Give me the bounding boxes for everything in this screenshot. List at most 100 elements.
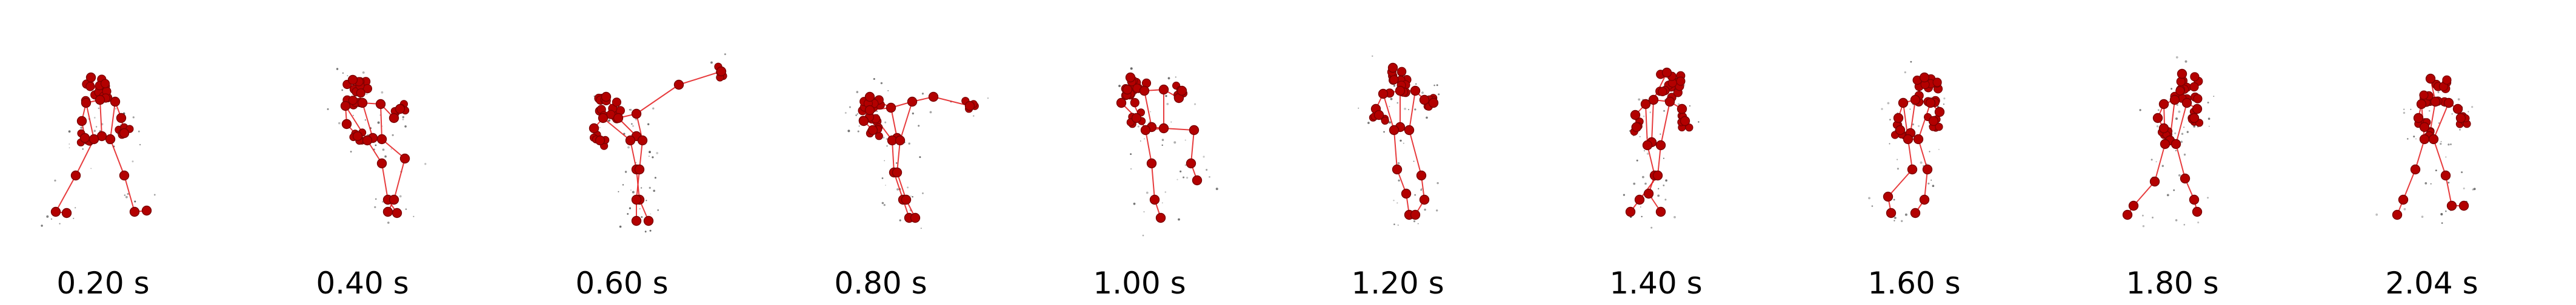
body-joint: [634, 164, 645, 175]
ghost-keypoint: [1641, 215, 1643, 218]
ghost-keypoint: [880, 82, 883, 85]
ghost-keypoint: [1400, 139, 1402, 142]
body-joint: [1410, 85, 1421, 96]
body-joint: [1642, 140, 1653, 151]
ghost-keypoint: [50, 218, 53, 220]
ghost-keypoint: [1150, 111, 1152, 113]
ghost-keypoint: [2178, 174, 2181, 177]
ghost-keypoint: [631, 123, 633, 125]
body-joint: [79, 133, 90, 143]
pose-frame-5: [1116, 67, 1218, 237]
body-joint: [395, 103, 405, 114]
skeleton-bone: [1653, 72, 1667, 100]
ghost-keypoint: [632, 191, 635, 194]
ghost-keypoint: [1639, 136, 1641, 137]
ghost-keypoint: [1176, 179, 1178, 180]
frame-time-label: 2.04 s: [2385, 266, 2478, 301]
ghost-keypoint: [1897, 168, 1899, 170]
body-joint: [637, 135, 648, 146]
ghost-keypoint: [987, 97, 989, 99]
ghost-keypoint: [1665, 179, 1667, 182]
pose-frame-8: [1868, 61, 1946, 222]
ghost-keypoint: [2186, 131, 2189, 133]
ghost-keypoint: [1367, 122, 1370, 124]
body-joint: [1140, 125, 1151, 136]
skeleton-bone: [896, 140, 901, 173]
skeleton-bone: [1918, 139, 1928, 170]
ghost-keypoint: [883, 204, 886, 206]
ghost-keypoint: [1893, 198, 1895, 201]
skeleton-bone: [678, 71, 722, 85]
ghost-keypoint: [2438, 122, 2440, 124]
body-joint: [1176, 85, 1187, 96]
ghost-keypoint: [1203, 156, 1205, 158]
ghost-keypoint: [342, 72, 344, 74]
body-joint: [1631, 122, 1642, 133]
body-joint: [2180, 173, 2191, 184]
ghost-keypoint: [2435, 169, 2437, 171]
ghost-keypoint: [1663, 185, 1665, 186]
ghost-keypoint: [632, 125, 634, 127]
ghost-keypoint: [1414, 108, 1416, 111]
body-joint: [1886, 208, 1897, 218]
body-joint: [61, 208, 72, 218]
body-joint: [116, 113, 127, 123]
ghost-keypoint: [1663, 110, 1666, 112]
ghost-keypoint: [1403, 142, 1404, 144]
ghost-keypoint: [1897, 159, 1898, 160]
ghost-keypoint: [2142, 225, 2145, 228]
ghost-keypoint: [2181, 133, 2184, 135]
body-joint: [105, 134, 116, 145]
ghost-keypoint: [1166, 103, 1169, 105]
frame-time-label: 0.20 s: [56, 266, 150, 301]
ghost-keypoint: [1436, 182, 1439, 185]
ghost-keypoint: [1889, 143, 1890, 145]
ghost-keypoint: [2403, 108, 2405, 110]
body-joint: [1416, 170, 1427, 181]
body-joint: [392, 208, 402, 218]
ghost-keypoint: [1383, 131, 1385, 133]
body-joint: [910, 212, 921, 223]
ghost-keypoint: [630, 108, 632, 111]
ghost-keypoint: [1649, 111, 1652, 113]
ghost-keypoint: [2184, 60, 2187, 63]
body-joint: [964, 100, 975, 111]
body-joint: [357, 97, 368, 108]
skeleton-bone: [381, 139, 405, 159]
ghost-keypoint: [1438, 93, 1440, 96]
ghost-keypoint: [1396, 102, 1399, 104]
body-joint: [110, 96, 121, 107]
body-joint: [2446, 200, 2457, 211]
body-joint: [1922, 164, 1933, 175]
ghost-keypoint: [884, 121, 887, 123]
ghost-keypoint: [1118, 85, 1121, 87]
ghost-keypoint: [1909, 108, 1911, 110]
ghost-keypoint: [2161, 165, 2164, 167]
ghost-keypoint: [1389, 121, 1392, 124]
ghost-keypoint: [1180, 170, 1182, 172]
body-joint: [1155, 212, 1166, 223]
ghost-keypoint: [93, 117, 96, 119]
ghost-keypoint: [59, 223, 61, 225]
body-joint: [1655, 206, 1666, 217]
ghost-keypoint: [1413, 220, 1416, 223]
ghost-keypoint: [1372, 55, 1373, 57]
ghost-keypoint: [424, 163, 427, 165]
ghost-keypoint: [1170, 121, 1172, 123]
pose-frame-4: [844, 78, 989, 229]
body-joint: [886, 102, 896, 113]
body-joint: [1643, 188, 1654, 199]
ghost-keypoint: [2451, 113, 2453, 115]
ghost-keypoint: [1664, 198, 1667, 201]
ghost-keypoint: [1396, 202, 1398, 204]
face-keypoint: [1397, 67, 1407, 76]
ghost-keypoint: [922, 192, 924, 194]
pose-frame-10: [2375, 73, 2476, 224]
ghost-keypoint: [1943, 97, 1946, 100]
ghost-keypoint: [132, 160, 134, 163]
ghost-keypoint: [1184, 164, 1187, 166]
ghost-keypoint: [1871, 205, 1874, 207]
skeleton-bone: [1647, 145, 1655, 176]
ghost-keypoint: [377, 121, 380, 124]
